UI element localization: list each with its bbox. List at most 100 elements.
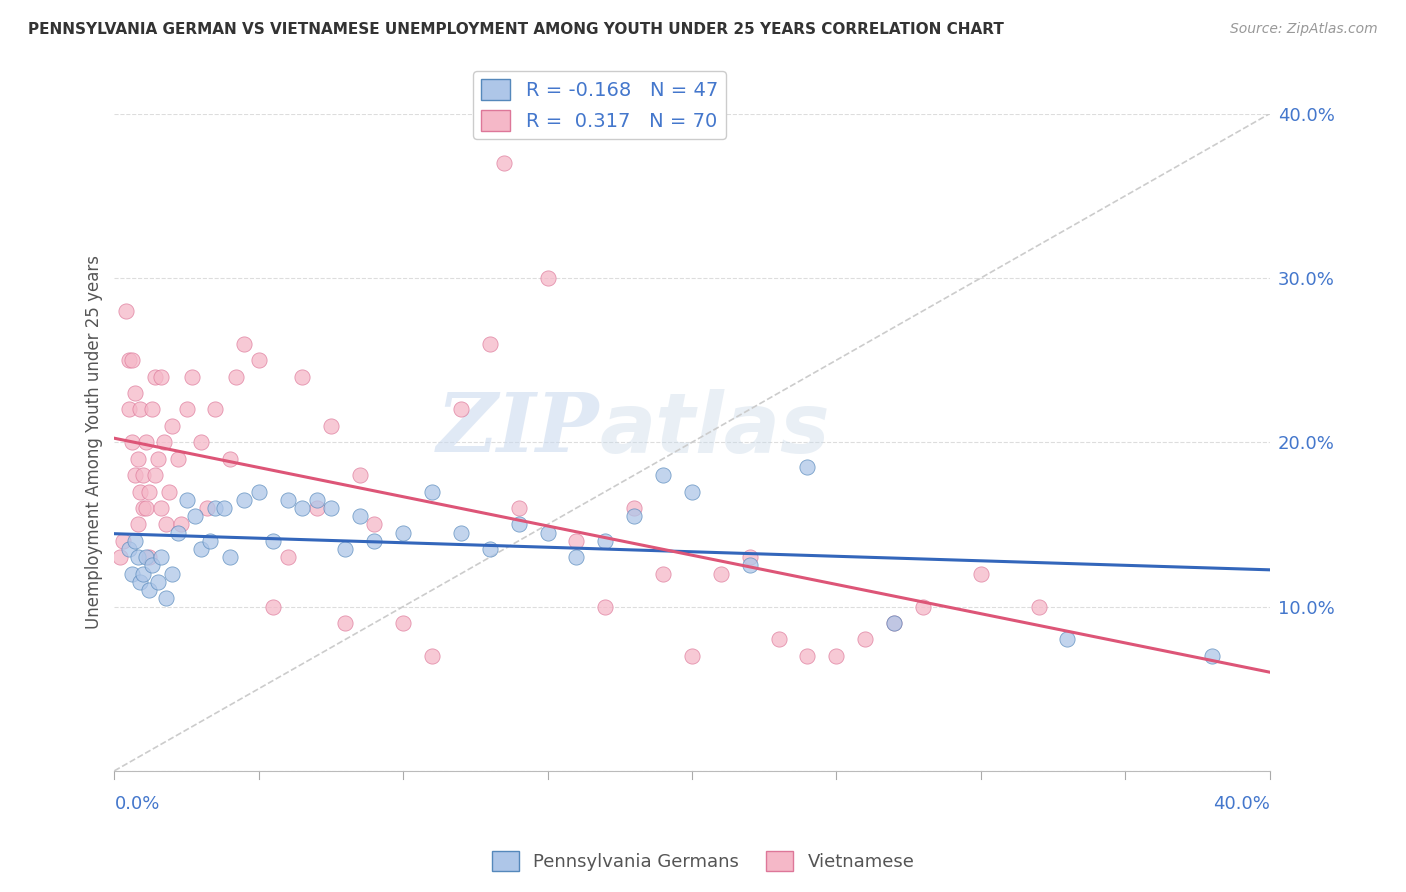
Point <box>157 484 180 499</box>
Point <box>1028 599 1050 614</box>
Point <box>277 550 299 565</box>
Point <box>124 533 146 548</box>
Point <box>536 525 558 540</box>
Point <box>146 451 169 466</box>
Point <box>135 550 157 565</box>
Point <box>1056 632 1078 647</box>
Point <box>768 632 790 647</box>
Point <box>392 615 415 630</box>
Point <box>262 533 284 548</box>
Point <box>225 369 247 384</box>
Point <box>160 566 183 581</box>
Point <box>129 574 152 589</box>
Point <box>170 517 193 532</box>
Point <box>420 648 443 663</box>
Point <box>450 402 472 417</box>
Point <box>127 451 149 466</box>
Point <box>129 402 152 417</box>
Point <box>127 517 149 532</box>
Point <box>623 500 645 515</box>
Point <box>883 615 905 630</box>
Point <box>181 369 204 384</box>
Point <box>132 468 155 483</box>
Point <box>305 492 328 507</box>
Point <box>825 648 848 663</box>
Point <box>121 353 143 368</box>
Point <box>623 509 645 524</box>
Point <box>681 648 703 663</box>
Point <box>652 468 675 483</box>
Point <box>681 484 703 499</box>
Point <box>146 574 169 589</box>
Point <box>127 550 149 565</box>
Point <box>121 435 143 450</box>
Point <box>478 336 501 351</box>
Point <box>124 468 146 483</box>
Point <box>595 599 617 614</box>
Point <box>565 550 588 565</box>
Point <box>190 542 212 557</box>
Point <box>135 435 157 450</box>
Point <box>450 525 472 540</box>
Point <box>143 369 166 384</box>
Point <box>349 468 371 483</box>
Point <box>138 484 160 499</box>
Point <box>738 550 761 565</box>
Point <box>155 591 177 606</box>
Y-axis label: Unemployment Among Youth under 25 years: Unemployment Among Youth under 25 years <box>86 255 103 629</box>
Point <box>494 156 516 170</box>
Point <box>595 533 617 548</box>
Point <box>204 500 226 515</box>
Point <box>212 500 235 515</box>
Point <box>796 459 818 474</box>
Point <box>277 492 299 507</box>
Point <box>319 500 342 515</box>
Point <box>536 271 558 285</box>
Point <box>141 558 163 573</box>
Point <box>195 500 218 515</box>
Text: 40.0%: 40.0% <box>1213 796 1270 814</box>
Point <box>121 566 143 581</box>
Point <box>138 550 160 565</box>
Point <box>349 509 371 524</box>
Point <box>853 632 876 647</box>
Point <box>118 353 141 368</box>
Point <box>143 468 166 483</box>
Point <box>124 386 146 401</box>
Point <box>508 517 530 532</box>
Legend: R = -0.168   N = 47, R =  0.317   N = 70: R = -0.168 N = 47, R = 0.317 N = 70 <box>474 70 725 138</box>
Point <box>478 542 501 557</box>
Point <box>796 648 818 663</box>
Point <box>392 525 415 540</box>
Point <box>363 533 385 548</box>
Text: PENNSYLVANIA GERMAN VS VIETNAMESE UNEMPLOYMENT AMONG YOUTH UNDER 25 YEARS CORREL: PENNSYLVANIA GERMAN VS VIETNAMESE UNEMPL… <box>28 22 1004 37</box>
Point <box>970 566 993 581</box>
Point <box>115 304 138 318</box>
Point <box>118 402 141 417</box>
Point <box>508 500 530 515</box>
Point <box>160 418 183 433</box>
Point <box>149 500 172 515</box>
Point <box>319 418 342 433</box>
Point <box>565 533 588 548</box>
Point <box>883 615 905 630</box>
Point <box>247 484 270 499</box>
Point <box>176 402 198 417</box>
Point <box>184 509 207 524</box>
Point <box>363 517 385 532</box>
Point <box>132 566 155 581</box>
Point <box>291 500 314 515</box>
Point <box>233 336 256 351</box>
Point <box>219 550 242 565</box>
Point <box>911 599 934 614</box>
Point <box>141 402 163 417</box>
Point <box>112 533 135 548</box>
Text: atlas: atlas <box>599 389 830 469</box>
Point <box>167 525 190 540</box>
Point <box>710 566 733 581</box>
Point <box>118 542 141 557</box>
Point <box>262 599 284 614</box>
Point <box>129 484 152 499</box>
Point <box>135 500 157 515</box>
Point <box>233 492 256 507</box>
